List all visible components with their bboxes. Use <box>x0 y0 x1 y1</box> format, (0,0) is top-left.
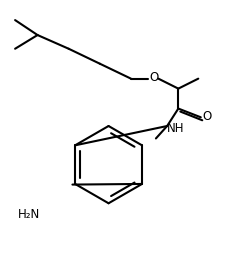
Text: NH: NH <box>167 122 185 135</box>
Text: H₂N: H₂N <box>18 208 40 221</box>
Text: O: O <box>149 71 159 84</box>
Text: O: O <box>202 110 212 123</box>
